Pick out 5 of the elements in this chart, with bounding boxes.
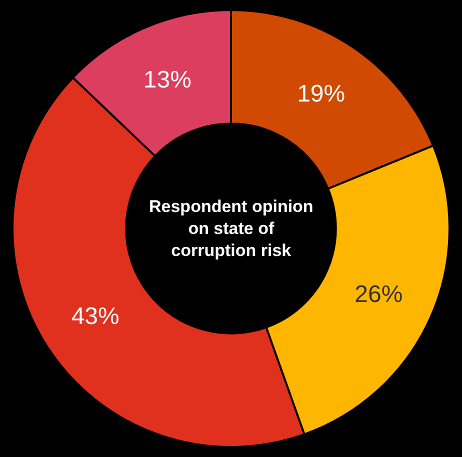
data-label: 26%: [354, 280, 403, 308]
data-label: 13%: [143, 66, 192, 94]
data-label: 43%: [71, 302, 120, 330]
data-label: 19%: [297, 80, 346, 108]
text: Respondent opinion on state of corruption risk: [149, 197, 314, 260]
